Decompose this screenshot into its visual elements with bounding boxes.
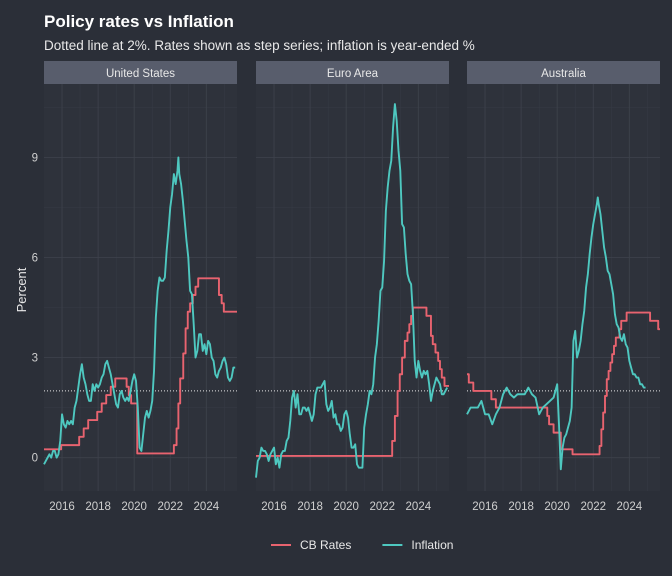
legend: CB Rates Inflation xyxy=(271,538,453,552)
x-tick-label-united-states: 2018 xyxy=(85,501,111,513)
strip-united-states xyxy=(44,61,237,84)
plot-area-euro-area xyxy=(256,84,449,491)
series-cb-rates-euro-area xyxy=(256,306,449,457)
x-tick-label-australia: 2022 xyxy=(580,501,606,513)
x-tick-label-euro-area: 2022 xyxy=(369,501,395,513)
series-inflation-united-states xyxy=(43,156,236,465)
series-inflation-euro-area xyxy=(255,103,449,478)
gridlines-australia xyxy=(467,84,660,491)
x-tick-label-euro-area: 2020 xyxy=(333,501,359,513)
x-tick-label-australia: 2020 xyxy=(544,501,570,513)
x-tick-label-australia: 2016 xyxy=(472,501,498,513)
panel-united-states: United States 2016 2018 2020 2022 2024 xyxy=(43,61,237,513)
strip-euro-area xyxy=(256,61,449,84)
series-cb-rates-united-states xyxy=(44,277,237,455)
y-tick-label: 6 xyxy=(32,252,38,264)
series-inflation-australia xyxy=(466,196,646,471)
x-tick-label-euro-area: 2024 xyxy=(406,501,432,513)
x-tick-label-united-states: 2020 xyxy=(121,501,147,513)
strip-label-australia: Australia xyxy=(541,68,586,80)
x-tick-label-australia: 2024 xyxy=(617,501,643,513)
y-axis-ticks: 0 3 6 9 xyxy=(32,152,38,464)
chart-subtitle: Dotted line at 2%. Rates shown as step s… xyxy=(44,38,475,53)
series-cb-rates-australia xyxy=(467,311,660,456)
y-axis-title: Percent xyxy=(14,267,29,312)
plot-area-australia xyxy=(467,84,660,491)
legend-item-cb-rates: CB Rates xyxy=(271,538,351,552)
x-tick-label-euro-area: 2016 xyxy=(261,501,287,513)
y-tick-label: 9 xyxy=(32,152,38,164)
x-tick-label-euro-area: 2018 xyxy=(297,501,323,513)
gridlines-united-states xyxy=(44,84,237,491)
x-tick-label-australia: 2018 xyxy=(508,501,534,513)
legend-label-inflation: Inflation xyxy=(411,538,453,552)
strip-australia xyxy=(467,61,660,84)
x-tick-label-united-states: 2024 xyxy=(194,501,220,513)
chart-title: Policy rates vs Inflation xyxy=(44,12,234,31)
y-tick-label: 3 xyxy=(32,353,38,365)
x-tick-label-united-states: 2016 xyxy=(49,501,75,513)
legend-label-cb-rates: CB Rates xyxy=(300,538,351,552)
strip-label-united-states: United States xyxy=(106,68,175,80)
strip-label-euro-area: Euro Area xyxy=(327,68,379,80)
plot-area-united-states xyxy=(44,84,237,491)
panel-australia: Australia 2016 2018 2020 2022 2024 xyxy=(466,61,660,513)
panel-euro-area: Euro Area 2016 2018 2020 2022 2024 xyxy=(255,61,449,513)
y-tick-label: 0 xyxy=(32,453,38,465)
x-tick-label-united-states: 2022 xyxy=(157,501,183,513)
legend-item-inflation: Inflation xyxy=(382,538,453,552)
